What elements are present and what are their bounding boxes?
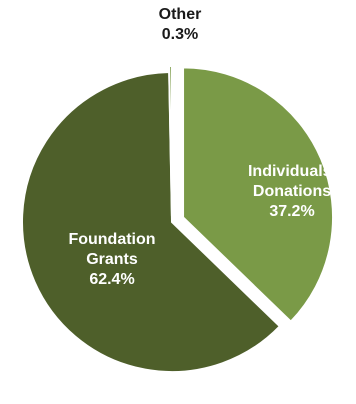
slice-category-label: Donations	[253, 183, 331, 200]
slice-label: Other 0.3%	[159, 6, 202, 43]
slice-value-label: 62.4%	[89, 271, 134, 288]
slice-category-label: Individuals/	[248, 163, 337, 180]
slice-value-label: 0.3%	[162, 26, 198, 43]
slice-category-label: Other	[159, 6, 202, 23]
slice-category-label: Grants	[86, 251, 138, 268]
slice-category-label: Foundation	[68, 231, 155, 248]
slice-value-label: 37.2%	[269, 203, 314, 220]
